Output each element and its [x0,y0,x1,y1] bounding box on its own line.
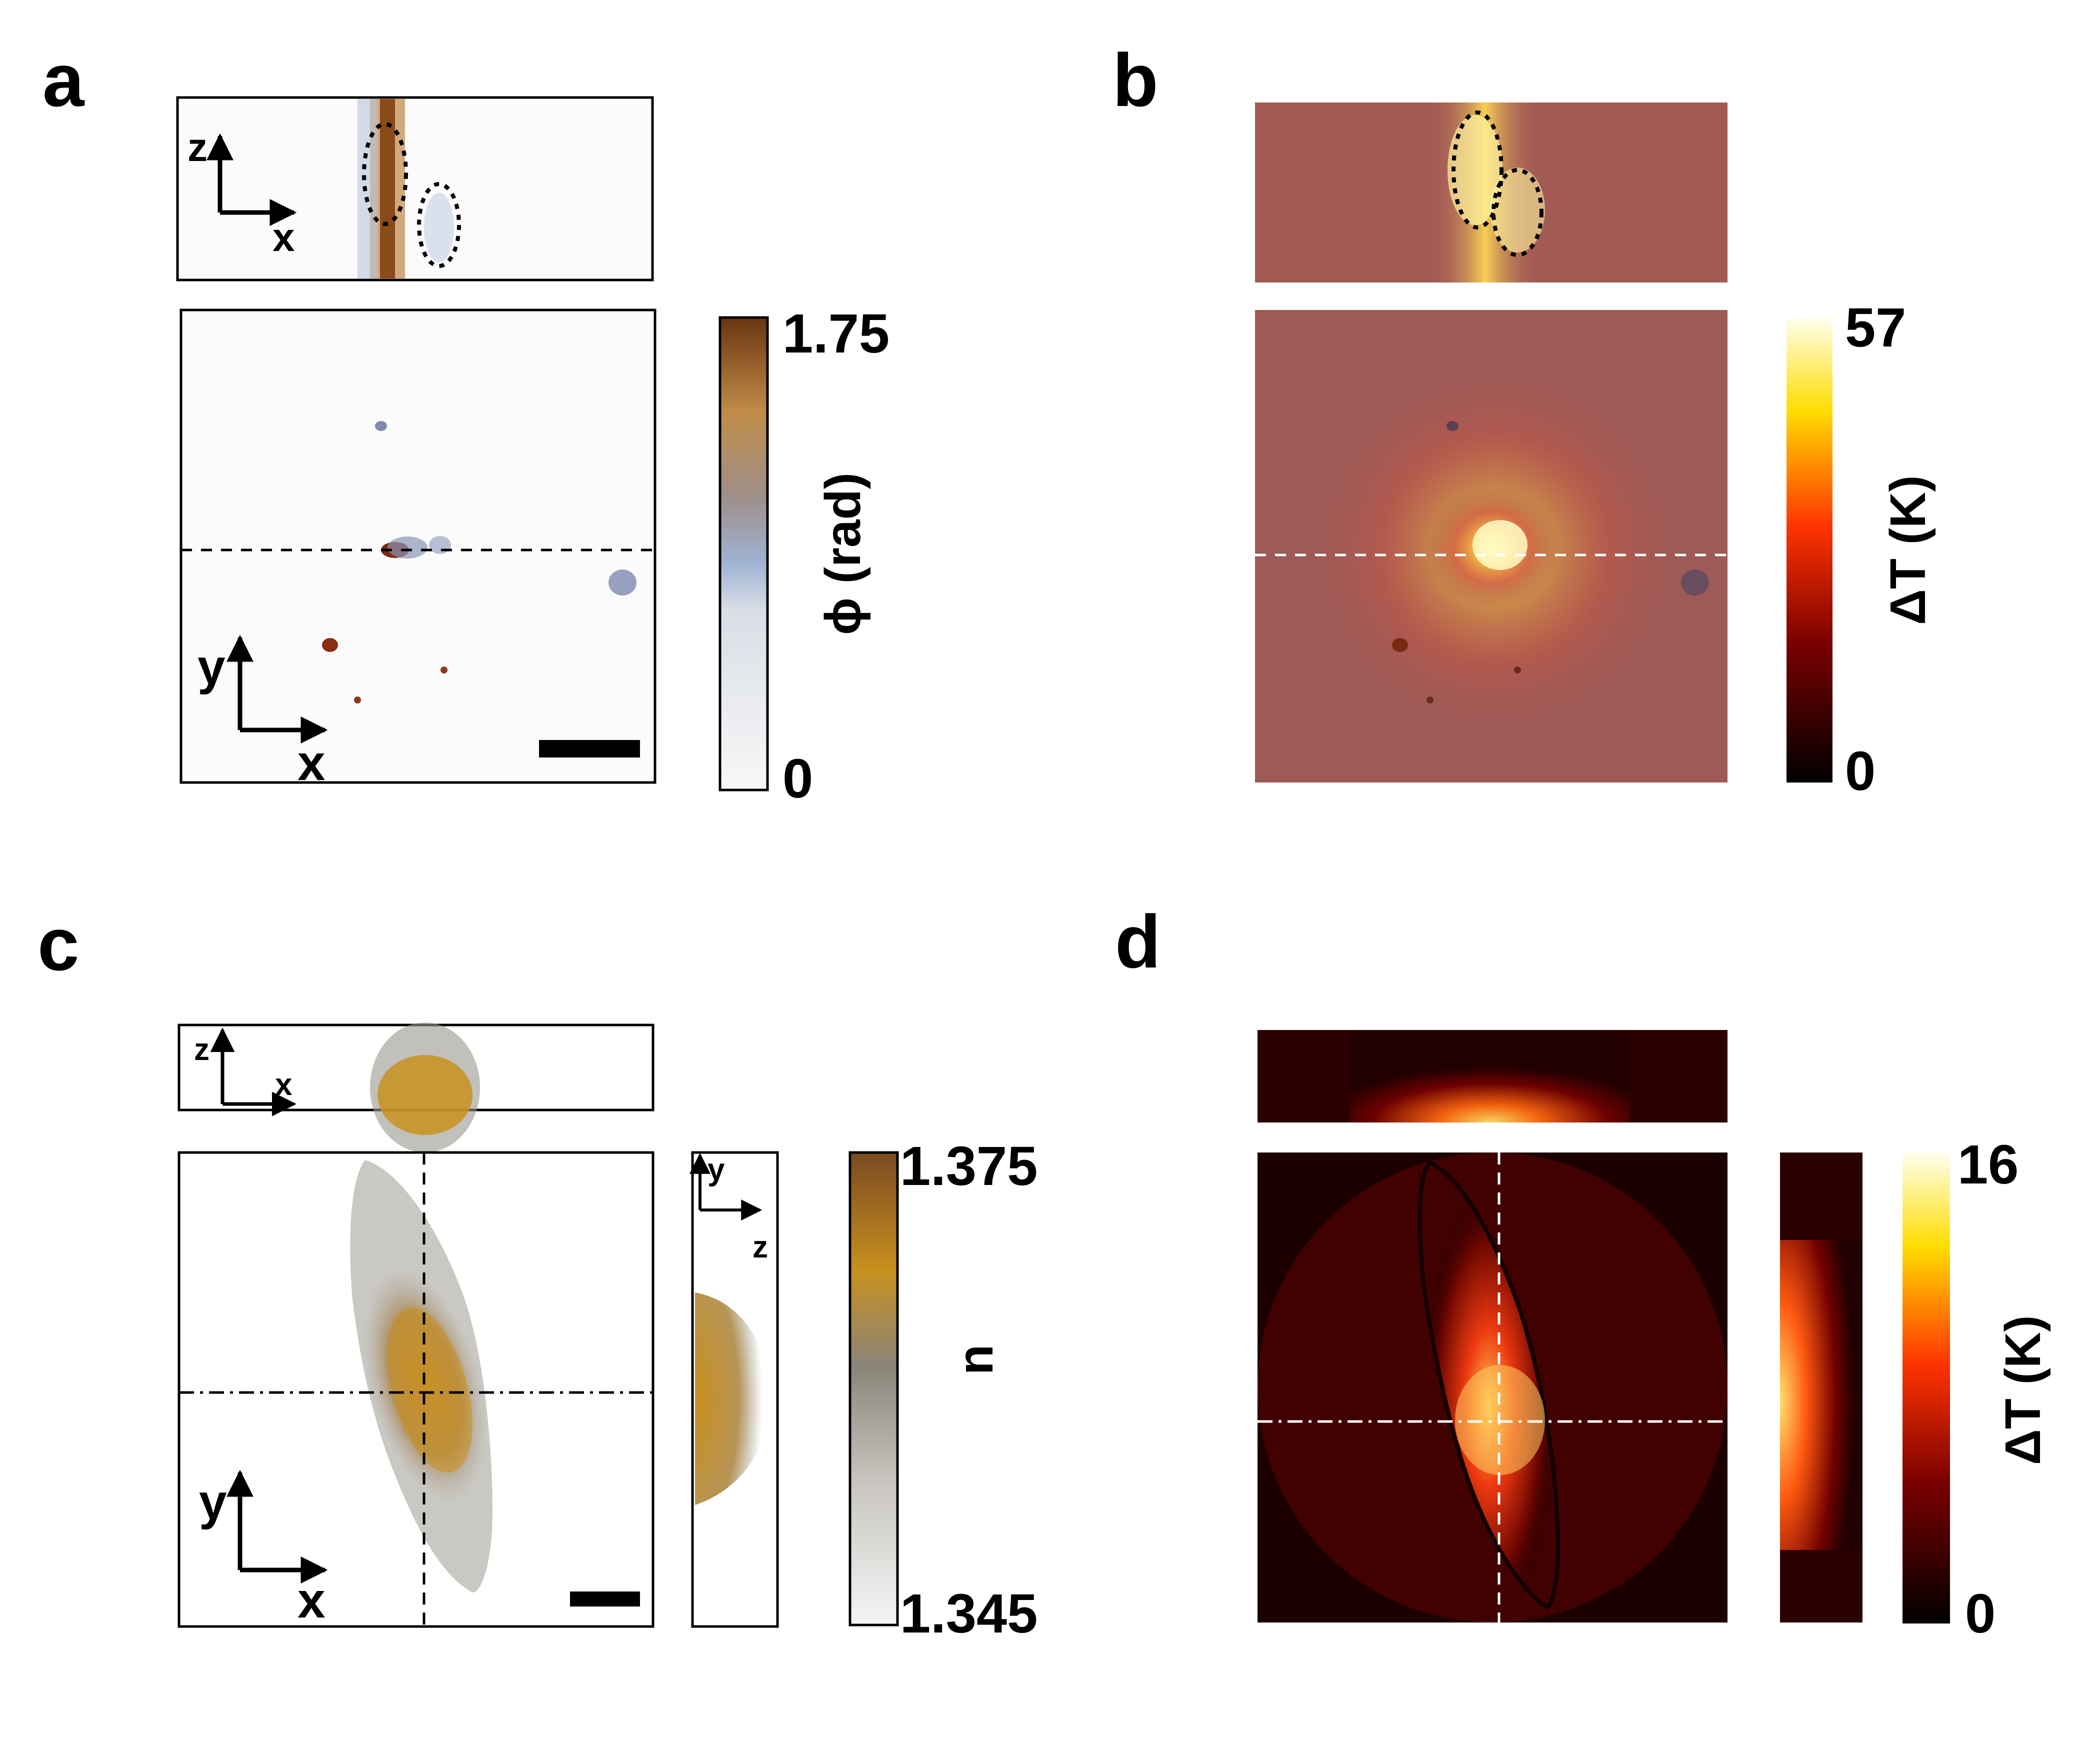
panel-a-xy-image [180,308,656,784]
colorbar-min-label: 0 [782,748,813,810]
colorbar-max-label: 16 [1958,1134,2018,1196]
colorbar-min-label: 0 [1965,1583,1996,1644]
panel-d-xy-image [1258,1152,1728,1622]
x-axis-label: x [298,735,326,791]
panel-c-xz-image [178,1022,654,1152]
panel-b-xz-image [1255,102,1728,282]
colorbar-min-label: 1.345 [900,1583,1038,1644]
scale-bar [570,1592,640,1606]
panel-c-yz-image: y z [690,1151,779,1628]
panel-label-a: a [42,38,85,122]
xy-axes-icon: y x [199,1470,328,1628]
colorbar-refractive-index: 1.375 1.345 n [848,1136,1038,1644]
colorbar-title: ϕ (rad) [815,472,871,635]
colorbar-max-label: 1.75 [782,303,890,364]
colorbar-max-label: 1.375 [900,1136,1038,1197]
panel-d-xz-image [1258,1030,1728,1122]
colorbar-title: ΔT (K) [1995,1315,2051,1465]
colorbar-title: n [948,1344,1004,1375]
xy-axes-icon: y x [198,634,328,791]
z-axis-label: z [752,1230,768,1264]
x-axis-label: x [275,1068,292,1102]
colorbar-temperature-b: 57 0 ΔT (K) [1786,297,1936,802]
xz-axes-icon: z x [194,1028,296,1116]
colorbar-title: ΔT (K) [1880,475,1936,625]
panel-c-xy-image [178,1151,654,1628]
colorbar-min-label: 0 [1845,740,1876,802]
y-axis-label: y [198,639,226,695]
x-axis-label: x [272,215,295,260]
panel-b-xy-image [1255,310,1728,782]
panel-label-c: c [38,902,79,986]
panel-a-xz-image [176,96,654,282]
y-axis-label: y [708,1152,725,1187]
panel-d: d 16 0 ΔT (K) [1115,900,2051,1644]
panel-c: c z x y x [38,902,1038,1644]
panel-a: a z x [42,38,890,810]
xz-axes-icon: z x [188,125,297,260]
panel-b: b 57 0 ΔT (K) [1112,38,1936,802]
x-axis-label: x [298,1572,326,1628]
colorbar-temperature-d: 16 0 ΔT (K) [1902,1134,2051,1644]
z-axis-label: z [194,1032,210,1067]
z-axis-label: z [188,125,208,170]
colorbar-phase: 1.75 0 ϕ (rad) [718,303,890,810]
panel-label-b: b [1112,38,1158,122]
colorbar-max-label: 57 [1845,297,1906,358]
scale-bar [539,740,640,758]
panel-label-d: d [1115,900,1161,984]
panel-d-yz-image [1780,1152,1862,1622]
y-axis-label: y [199,1474,227,1530]
